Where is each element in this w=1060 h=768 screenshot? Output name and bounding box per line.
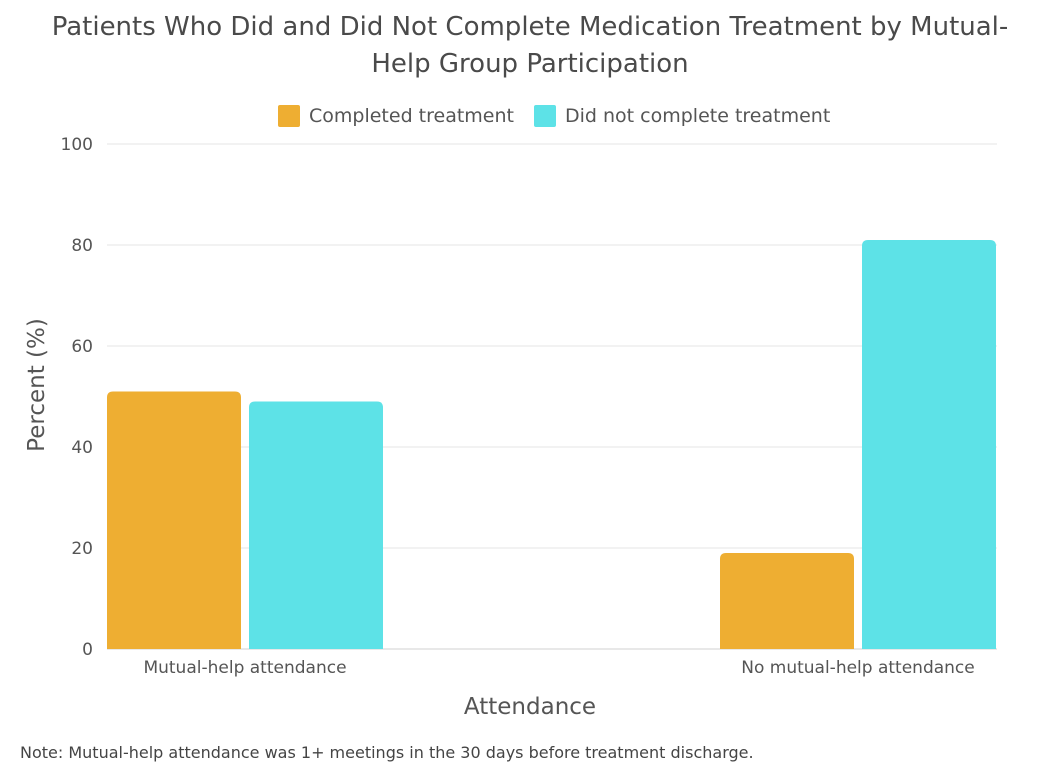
x-category-label-mutual-help: Mutual-help attendance: [143, 658, 346, 678]
y-tick-label-40: 40: [71, 438, 93, 458]
x-axis-categories: Mutual-help attendance No mutual-help att…: [143, 658, 974, 678]
legend: Completed treatment Did not complete tre…: [278, 105, 830, 127]
y-tick-label-60: 60: [71, 337, 93, 357]
x-category-label-no-mutual-help: No mutual-help attendance: [741, 658, 975, 678]
bar-did-not-complete-mutual-help: [249, 401, 383, 649]
chart-note: Note: Mutual-help attendance was 1+ meet…: [20, 743, 754, 762]
legend-label-did-not-complete: Did not complete treatment: [565, 105, 830, 127]
y-tick-label-0: 0: [82, 640, 93, 660]
bars: [107, 239, 996, 649]
bar-did-not-complete-no-mutual-help: [862, 239, 996, 649]
x-axis-title: Attendance: [464, 694, 596, 720]
bar-completed-no-mutual-help: [720, 553, 854, 649]
chart-title-line-1: Patients Who Did and Did Not Complete Me…: [52, 12, 1009, 42]
legend-label-completed: Completed treatment: [309, 105, 514, 127]
legend-swatch-did-not-complete: [534, 105, 556, 127]
y-axis-ticks: 0 20 40 60 80 100: [61, 135, 93, 660]
y-tick-label-80: 80: [71, 236, 93, 256]
bar-completed-mutual-help: [107, 391, 241, 649]
legend-swatch-completed: [278, 105, 300, 127]
chart-title-line-2: Help Group Participation: [371, 49, 688, 79]
y-tick-label-20: 20: [71, 539, 93, 559]
y-axis-title: Percent (%): [24, 318, 50, 452]
y-tick-label-100: 100: [61, 135, 93, 155]
